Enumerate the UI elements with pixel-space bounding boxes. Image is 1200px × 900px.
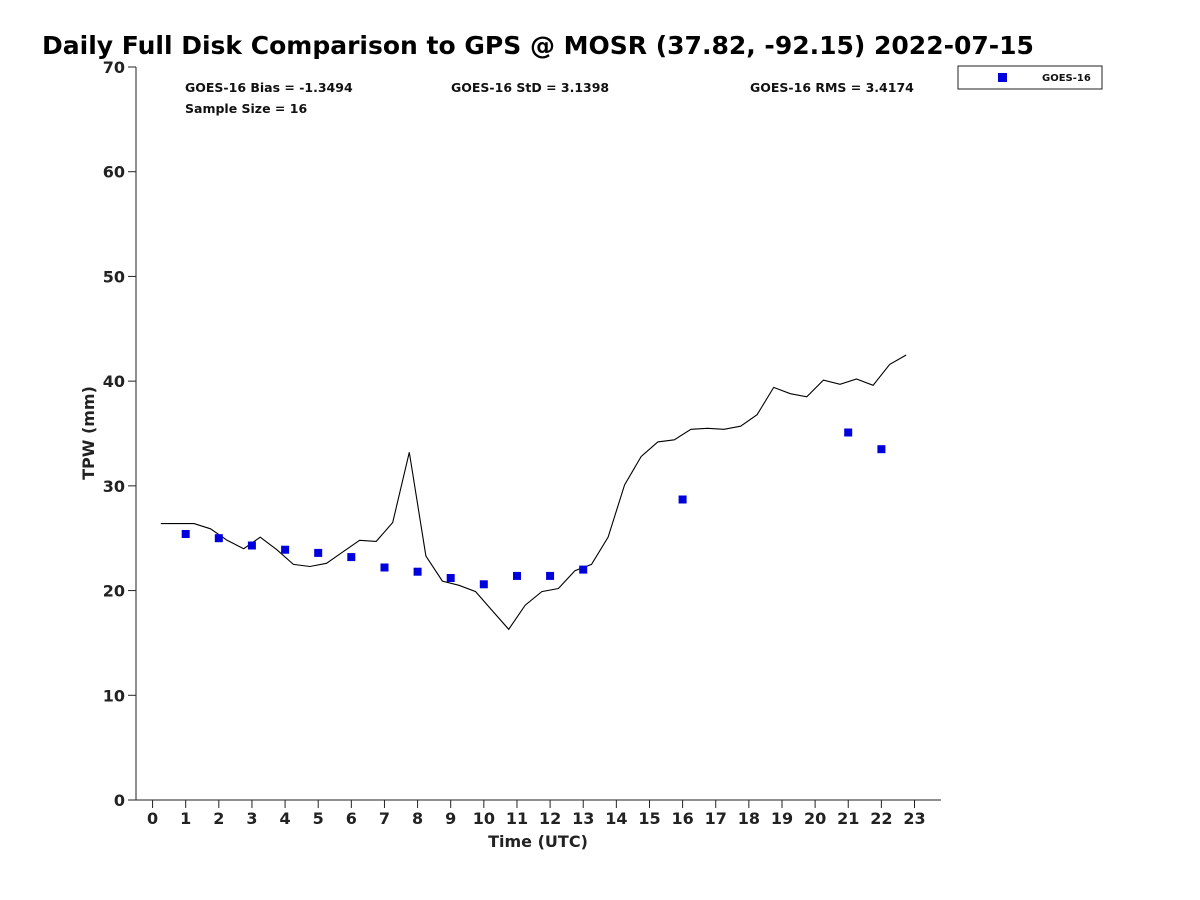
chart-title: Daily Full Disk Comparison to GPS @ MOSR…	[42, 31, 1034, 60]
x-tick-label: 16	[671, 809, 693, 828]
x-tick-label: 6	[346, 809, 357, 828]
x-tick-label: 4	[280, 809, 291, 828]
std-stat: GOES-16 StD = 3.1398	[451, 80, 609, 95]
x-tick-label: 10	[473, 809, 495, 828]
x-tick-label: 11	[506, 809, 528, 828]
x-tick-label: 21	[837, 809, 859, 828]
x-tick-label: 23	[903, 809, 925, 828]
x-tick-label: 2	[213, 809, 224, 828]
goes16-data-point	[579, 565, 588, 574]
x-axis-label: Time (UTC)	[488, 832, 588, 851]
goes16-data-point	[247, 541, 256, 550]
x-tick-label: 3	[246, 809, 257, 828]
x-tick-label: 19	[771, 809, 793, 828]
x-tick-label: 13	[572, 809, 594, 828]
x-tick-group: 0 1 2 3 4 5 6 7 8 9 10 11 12 13 14 15 16 17 18 19 20 21 22 23	[147, 800, 926, 828]
plot-axes	[135, 67, 941, 801]
x-tick-label: 0	[147, 809, 158, 828]
x-tick-label: 1	[180, 809, 191, 828]
y-tick-label: 50	[103, 267, 125, 286]
goes16-data-point	[844, 428, 853, 437]
y-tick-label: 20	[103, 582, 125, 601]
goes16-data-point	[181, 530, 190, 538]
goes16-data-point	[314, 548, 323, 557]
rms-stat: GOES-16 RMS = 3.4174	[750, 80, 914, 95]
x-tick-label: 20	[804, 809, 826, 828]
goes16-data-point	[877, 445, 886, 454]
goes16-data-point	[214, 534, 223, 543]
x-tick-label: 7	[379, 809, 390, 828]
x-tick-label: 14	[605, 809, 627, 828]
goes16-series-points	[181, 428, 886, 589]
y-tick-label: 0	[114, 791, 125, 810]
sample-size-stat: Sample Size = 16	[185, 101, 307, 116]
goes16-data-point	[546, 571, 555, 580]
y-tick-label: 40	[103, 372, 125, 391]
y-tick-label: 60	[103, 163, 125, 182]
goes16-data-point	[479, 580, 488, 589]
x-tick-label: 12	[539, 809, 561, 828]
goes16-data-point	[413, 567, 422, 576]
goes16-data-point	[513, 571, 521, 580]
x-tick-label: 18	[738, 809, 760, 828]
y-tick-label: 30	[103, 477, 125, 496]
goes16-data-point	[347, 553, 356, 562]
gps-series-line	[160, 354, 907, 631]
legend-box	[957, 65, 1103, 90]
x-tick-label: 15	[638, 809, 660, 828]
x-tick-label: 9	[445, 809, 456, 828]
legend-marker-goes16	[998, 73, 1007, 82]
y-axis-label: TPW (mm)	[79, 386, 98, 480]
legend: GOES-16	[957, 65, 1103, 90]
y-tick-label: 70	[103, 58, 125, 77]
x-tick-label: 17	[705, 809, 727, 828]
y-tick-label: 10	[103, 686, 125, 705]
bias-stat: GOES-16 Bias = -1.3494	[185, 80, 353, 95]
x-tick-label: 8	[412, 809, 423, 828]
goes16-data-point	[678, 495, 687, 504]
goes16-data-point	[380, 563, 389, 572]
legend-label-goes16: GOES-16	[1042, 73, 1091, 84]
y-tick-group: 0 10 20 30 40 50 60 70	[103, 58, 136, 810]
goes16-data-point	[281, 545, 290, 554]
x-tick-label: 5	[313, 809, 324, 828]
goes16-data-point	[446, 574, 455, 582]
x-tick-label: 22	[870, 809, 892, 828]
